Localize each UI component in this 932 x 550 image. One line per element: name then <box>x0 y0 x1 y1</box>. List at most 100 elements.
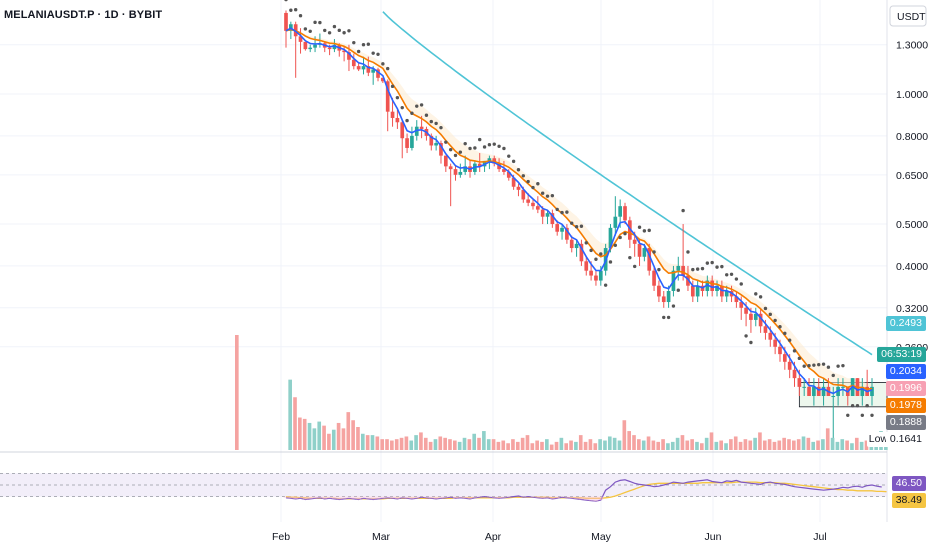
sar-dot <box>613 243 618 247</box>
sar-dot <box>332 24 337 29</box>
volume-bar <box>675 437 680 450</box>
candle-body <box>831 396 836 398</box>
rsi-oversold-fill <box>540 496 546 499</box>
volume-bar <box>845 440 849 450</box>
ma-slow-line <box>382 11 873 356</box>
sar-dot <box>327 31 332 35</box>
rsi-oversold-fill <box>593 496 599 502</box>
rsi-oversold-fill <box>283 496 289 498</box>
sar-dot <box>352 40 356 45</box>
sar-dot <box>865 403 869 408</box>
volume-bar <box>782 437 786 450</box>
volume-bar <box>850 443 854 450</box>
candle-body <box>511 177 516 187</box>
volume-bar <box>530 443 535 450</box>
sar-dot <box>492 142 496 146</box>
rsi-oversold-fill <box>394 496 400 499</box>
candle-body <box>361 66 366 70</box>
currency-label: USDT <box>897 11 926 23</box>
sar-dot <box>802 364 806 368</box>
volume-bar <box>331 429 336 450</box>
candle-body <box>342 50 346 53</box>
volume-bar <box>777 440 782 450</box>
volume-bar <box>302 418 307 450</box>
volume-bar <box>835 441 840 450</box>
volume-bar <box>738 441 743 450</box>
volume-bar <box>307 422 312 450</box>
sar-dot <box>797 356 802 361</box>
sar-dot <box>347 29 351 33</box>
sar-dot <box>371 51 375 55</box>
candle-body <box>584 261 589 271</box>
candle-body <box>773 339 777 347</box>
sar-dot <box>584 241 588 245</box>
volume-bar <box>607 436 612 450</box>
sar-dot <box>536 182 540 186</box>
volume-bar <box>549 444 554 450</box>
candle-body <box>356 66 361 70</box>
candle-body <box>710 280 715 291</box>
candle-body <box>531 202 535 207</box>
candle-body <box>366 66 371 73</box>
candle-body <box>400 122 405 139</box>
rsi-oversold-fill <box>380 496 386 499</box>
sar-dot <box>545 194 550 198</box>
rsi-oversold-fill <box>496 496 502 499</box>
volume-bar <box>385 439 389 450</box>
sar-dot <box>444 140 448 144</box>
rsi-oversold-fill <box>535 496 541 498</box>
volume-bar <box>380 439 385 450</box>
sar-dot <box>705 261 710 265</box>
volume-bar <box>404 436 409 450</box>
candle-body <box>734 296 739 303</box>
candle-body <box>632 239 637 244</box>
rsi-oversold-fill <box>588 496 594 501</box>
volume-bar <box>390 440 394 450</box>
rsi-oversold-fill <box>399 496 405 498</box>
volume-bar <box>743 439 748 450</box>
sar-dot <box>366 42 371 46</box>
sar-dot <box>817 362 821 367</box>
candle-body <box>540 209 545 217</box>
rsi-oversold-fill <box>351 496 357 499</box>
sar-dot <box>841 363 845 368</box>
rsi-oversold-fill <box>375 496 381 499</box>
candle-body <box>637 243 642 257</box>
symbol-title[interactable]: MELANIAUSDT.P · 1D · BYBIT <box>4 9 163 21</box>
volume-bar <box>772 441 777 450</box>
volume-bar <box>327 433 331 450</box>
volume-bar <box>854 437 859 450</box>
sar-dot <box>400 105 404 110</box>
sar-dot <box>599 252 603 256</box>
sar-dot <box>361 43 366 47</box>
rsi-oversold-fill <box>448 496 454 498</box>
volume-bar <box>375 436 380 450</box>
rsi-oversold-fill <box>298 496 303 499</box>
sar-dot <box>540 191 545 195</box>
low-label: Low <box>866 432 890 447</box>
price-tick-label: 0.8000 <box>896 131 928 143</box>
sar-dot <box>516 168 521 172</box>
candle-body <box>313 44 317 48</box>
volume-bar <box>792 440 796 450</box>
volume-bar <box>670 441 675 450</box>
volume-bar <box>443 437 447 450</box>
sar-dot <box>337 28 341 33</box>
sar-dot <box>710 260 714 265</box>
candle-body <box>686 275 690 286</box>
sar-dot <box>579 224 584 228</box>
sar-dot <box>821 362 826 366</box>
price-tick-label: 0.4000 <box>896 261 928 273</box>
volume-bar <box>603 440 607 450</box>
candle-body <box>749 313 753 320</box>
volume-bar <box>806 437 811 450</box>
rsi-oversold-fill <box>520 496 526 498</box>
sar-dot <box>570 221 574 225</box>
candle-body <box>642 248 647 257</box>
candle-body <box>284 12 288 31</box>
sar-dot <box>439 125 443 130</box>
rsi-oversold-fill <box>598 496 604 501</box>
volume-bar <box>394 439 399 450</box>
volume-bar <box>535 440 539 450</box>
